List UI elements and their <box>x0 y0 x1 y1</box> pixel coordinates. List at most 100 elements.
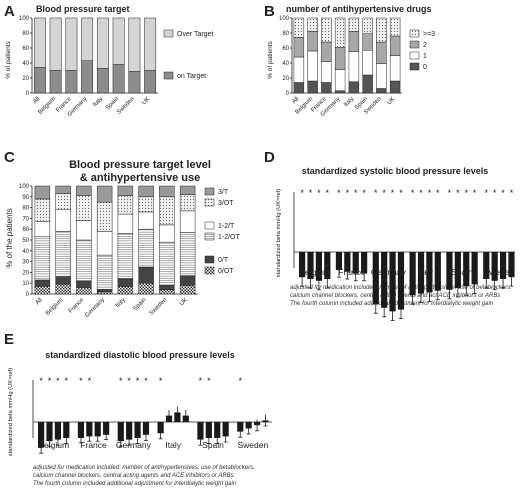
panel-c-legend-swatch <box>204 266 215 275</box>
panel-d-bar <box>344 252 351 272</box>
panel-e-bar <box>222 422 229 437</box>
panel-b-bar-segment <box>376 17 387 43</box>
panel-a-ylabel: % of patients <box>5 40 12 78</box>
panel-c-bar-segment <box>159 196 175 226</box>
panel-d-bar <box>381 252 388 308</box>
panel-c-bar-segment <box>34 185 51 200</box>
panel-b-ytick-label: 60 <box>282 46 289 52</box>
panel-e-bar <box>94 422 101 437</box>
panel-d-significance-star: * <box>501 188 505 198</box>
panel-e-bar <box>205 422 212 438</box>
panel-c-ytick-label: 10 <box>22 281 29 287</box>
panel-c-ytick-label: 90 <box>22 195 29 201</box>
panel-d-title: standardized systolic blood pressure lev… <box>302 166 489 176</box>
panel-b-bar-segment <box>293 82 305 94</box>
panel-a-xtick-label: UK <box>141 96 151 106</box>
panel-b-legend-swatch <box>409 29 420 38</box>
panel-c-bar-segment <box>159 224 175 243</box>
panel-b-bar-segment <box>293 37 305 58</box>
panel-e-significance-star: * <box>119 376 123 386</box>
panel-e-significance-star: * <box>56 376 60 386</box>
panel-a-bar-segment <box>144 70 157 94</box>
panel-a-legend-label: Over Target <box>177 31 213 38</box>
panel-c-ytick-label: 50 <box>22 238 29 244</box>
panel-d-bar <box>499 252 507 279</box>
panel-a-bar-segment <box>49 70 62 94</box>
panel-b-legend-swatch <box>409 62 420 71</box>
panel-c-legend-swatch <box>204 232 215 241</box>
panel-a-bar-segment <box>96 68 109 94</box>
panel-c-bar-segment <box>96 201 113 232</box>
panel-c-bar-segment <box>117 286 134 295</box>
panel-c-bar-segment <box>138 266 154 284</box>
panel-b-bar-segment <box>376 41 387 64</box>
panel-b-bar-segment <box>293 56 305 83</box>
panel-b-bar-segment <box>389 80 401 94</box>
panel-d-significance-star: * <box>510 188 514 198</box>
panel-c-ytick-label: 20 <box>22 270 29 276</box>
panel-e-significance-star: * <box>159 376 163 386</box>
panel-e-bar <box>86 422 93 437</box>
panel-d-bar <box>389 252 396 312</box>
panel-c-bar-segment <box>117 233 134 280</box>
panel-d-bar <box>397 252 405 310</box>
panel-c-bar-segment <box>55 185 71 194</box>
panel-e-significance-star: * <box>144 376 148 386</box>
panel-d-bar <box>508 252 515 278</box>
panel-b-bar-segment <box>293 17 305 38</box>
panel-c-legend-label: 3/OT <box>218 200 234 207</box>
panel-e-significance-star: * <box>65 376 69 386</box>
panel-e-significance-star: * <box>239 376 243 386</box>
panel-c-bar-segment <box>138 282 154 295</box>
panel-b-ytick-label: 40 <box>282 61 289 67</box>
panel-label-c: C <box>4 149 15 166</box>
panel-b-bar-segment <box>321 82 332 94</box>
panel-e-group-label: Germany <box>116 440 152 450</box>
panel-d-group-label: Belgium <box>299 267 330 277</box>
panel-c-legend-swatch <box>204 255 215 264</box>
panel-a-ytick-label: 100 <box>19 16 30 22</box>
panel-e-group-label: France <box>80 440 107 450</box>
panel-d-bar <box>446 252 453 290</box>
panel-c-bar-segment <box>159 285 175 290</box>
panel-e-group-label: Belgium <box>38 440 69 450</box>
panel-a-ytick-label: 40 <box>22 61 29 67</box>
panel-b-legend-label: 1 <box>423 53 427 60</box>
panel-c-bar-segment <box>34 286 51 295</box>
panel-c-legend-label: 0/T <box>218 257 229 264</box>
panel-c-legend-label: 1-2/OT <box>218 234 241 241</box>
panel-e-significance-star: * <box>207 376 211 386</box>
panel-c-xtick-label: Spain <box>132 297 147 312</box>
panel-a-bar-segment <box>144 17 157 71</box>
panel-e-bar <box>197 422 204 440</box>
panel-b-bar-segment <box>348 51 360 82</box>
panel-c-bar-segment <box>55 276 71 285</box>
panel-d-significance-star: * <box>399 188 403 198</box>
panel-e-bar <box>214 422 221 438</box>
panel-e-bar <box>38 422 45 448</box>
panel-b-bar-segment <box>376 63 387 89</box>
panel-c-bar-segment <box>96 231 113 256</box>
panel-e-bar <box>103 422 110 435</box>
panel-d-significance-star: * <box>382 188 386 198</box>
panel-b-legend-label: 0 <box>423 64 427 71</box>
panel-a-bar-segment <box>33 17 46 68</box>
panel-e-bar <box>126 422 133 440</box>
panel-a-bar-segment <box>65 70 78 94</box>
panel-b-xtick-label: All <box>291 96 300 105</box>
panel-d-significance-star: * <box>346 188 350 198</box>
panel-b-bar-segment <box>362 74 373 94</box>
panel-e-note-3: The fourth column included additional ad… <box>33 481 237 487</box>
panel-d-bar <box>352 252 359 274</box>
panel-a-xtick-label: Belgium <box>37 96 57 116</box>
panel-c-bar-segment <box>179 210 196 233</box>
panel-a-xtick-label: Sweden <box>116 96 136 116</box>
panel-c-bar-segment <box>138 185 154 198</box>
panel-e-ylabel: standardized beta mmHg (UK=ref) <box>8 368 14 457</box>
panel-d-bar <box>315 252 322 281</box>
panel-b-legend-swatch <box>409 40 420 49</box>
panel-b-ytick-label: 0 <box>286 91 290 97</box>
panel-a-bar-segment <box>96 17 109 69</box>
panel-b-bar-segment <box>362 33 373 51</box>
panel-b-bar-segment <box>348 17 360 32</box>
